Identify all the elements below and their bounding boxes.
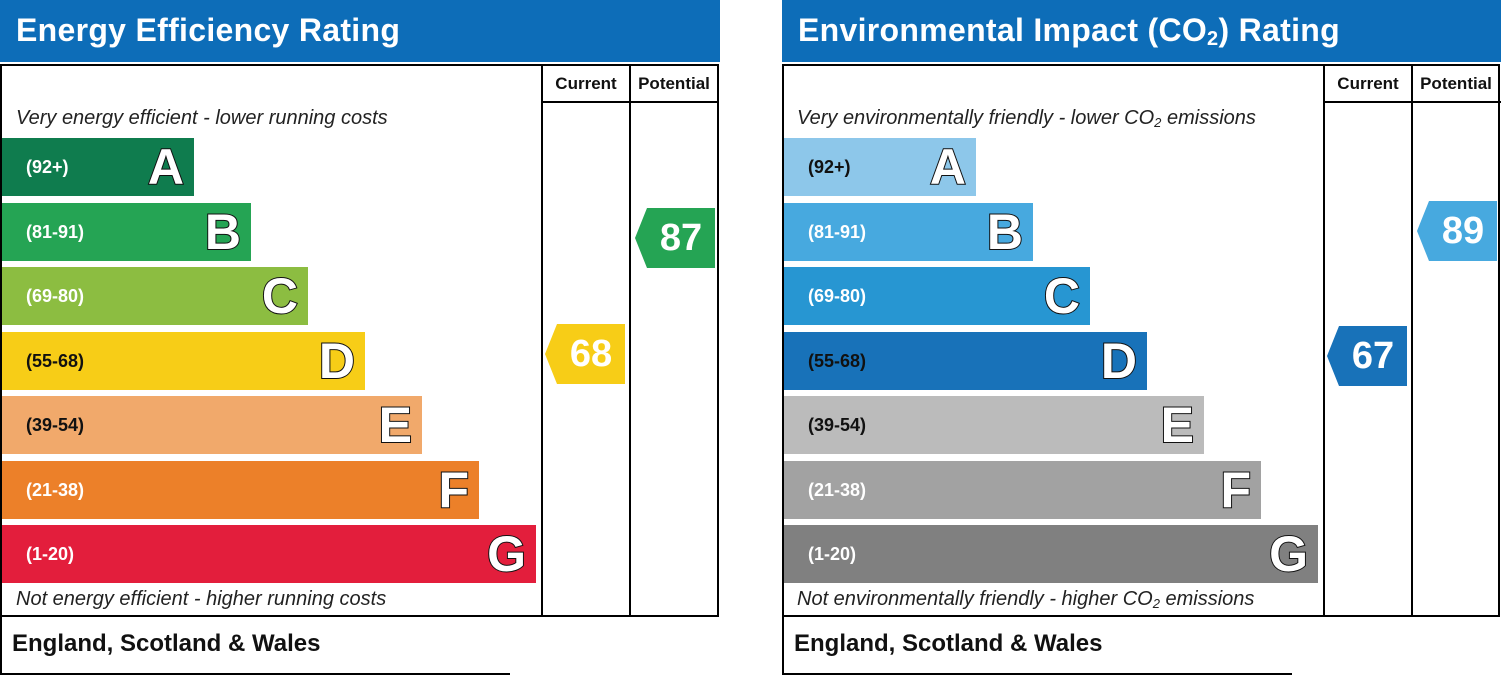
environmental-potential-header: Potential bbox=[1420, 74, 1492, 93]
environmental-impact-panel: Environmental Impact (CO2) Rating Curren… bbox=[782, 0, 1501, 675]
potential-arrow-fill bbox=[1417, 201, 1497, 261]
energy-potential-header: Potential bbox=[638, 74, 710, 93]
band-range-label: (55-68) bbox=[26, 350, 85, 371]
environmental-title: Environmental Impact (CO2) Rating bbox=[782, 0, 1501, 62]
environmental-top-note-text: Very environmentally friendly - lower CO bbox=[797, 107, 1155, 129]
band-range-label: (21-38) bbox=[26, 479, 85, 500]
potential-rating-value: 89 bbox=[1441, 210, 1485, 252]
band-letter: B bbox=[986, 203, 1024, 261]
environmental-header-divider bbox=[1323, 101, 1501, 103]
band-g: (1-20) G bbox=[2, 525, 536, 583]
band-range-label: (1-20) bbox=[26, 544, 75, 564]
energy-title-text: Energy Efficiency Rating bbox=[16, 12, 401, 48]
band-range-label: (81-91) bbox=[26, 221, 85, 242]
band-range-label: (92+) bbox=[26, 157, 69, 177]
potential-arrow-fill bbox=[635, 208, 715, 268]
band-letter: E bbox=[378, 396, 413, 454]
band-letter: A bbox=[147, 138, 185, 196]
band-a: (92+) A bbox=[784, 138, 976, 196]
band-a: (92+) A bbox=[2, 138, 194, 196]
current-rating-arrow: 67 bbox=[1327, 326, 1407, 386]
energy-top-note: Very energy efficient - lower running co… bbox=[16, 107, 388, 129]
environmental-title-text: Environmental Impact (CO bbox=[798, 12, 1208, 48]
current-rating-arrow: 68 bbox=[545, 324, 625, 384]
environmental-top-note-end: emissions bbox=[1161, 107, 1256, 129]
environmental-bottom-note-end: emissions bbox=[1159, 588, 1255, 610]
energy-col-divider-1 bbox=[541, 64, 543, 617]
potential-arrow-shape bbox=[635, 208, 715, 268]
band-b: (81-91) B bbox=[2, 202, 251, 261]
energy-frame bbox=[0, 64, 719, 617]
environmental-top-note-sub: 2 bbox=[1154, 115, 1162, 130]
band-letter: G bbox=[486, 525, 527, 583]
band-f: (21-38) F bbox=[2, 460, 479, 519]
environmental-bottom-note-text: Not environmentally friendly - higher CO bbox=[797, 588, 1153, 610]
environmental-title-sub: 2 bbox=[1207, 28, 1219, 50]
band-range-label: (39-54) bbox=[26, 415, 85, 435]
energy-bottom-note: Not energy efficient - higher running co… bbox=[16, 588, 387, 610]
band-letter: F bbox=[1219, 461, 1252, 519]
band-range-label: (21-38) bbox=[808, 479, 867, 500]
band-range-label: (55-68) bbox=[808, 350, 867, 371]
band-c: (69-80) C bbox=[2, 267, 308, 325]
band-e: (39-54) E bbox=[784, 396, 1204, 454]
band-range-label: (81-91) bbox=[808, 221, 867, 242]
potential-arrow-shape bbox=[1417, 201, 1497, 261]
current-rating-value: 67 bbox=[1351, 335, 1395, 377]
environmental-frame bbox=[782, 64, 1500, 617]
energy-efficiency-panel: Energy Efficiency Rating Current Potenti… bbox=[0, 0, 720, 675]
band-letter: D bbox=[1100, 332, 1138, 390]
environmental-bottom-note-sub: 2 bbox=[1152, 596, 1160, 611]
band-range-label: (39-54) bbox=[808, 415, 867, 435]
band-letter: F bbox=[437, 461, 470, 519]
environmental-title-end: ) Rating bbox=[1218, 12, 1340, 48]
energy-col-divider-2 bbox=[629, 64, 631, 617]
band-letter: C bbox=[1043, 267, 1081, 325]
current-arrow-shape bbox=[545, 324, 625, 384]
band-range-label: (92+) bbox=[808, 157, 851, 177]
band-range-label: (69-80) bbox=[808, 286, 867, 306]
band-e: (39-54) E bbox=[2, 396, 422, 454]
band-d: (55-68) D bbox=[784, 331, 1147, 390]
current-rating-value: 68 bbox=[569, 333, 613, 375]
band-letter: G bbox=[1268, 525, 1309, 583]
band-d: (55-68) D bbox=[2, 331, 365, 390]
band-letter: A bbox=[929, 138, 967, 196]
environmental-bottom-note: Not environmentally friendly - higher CO… bbox=[797, 588, 1254, 611]
band-f: (21-38) F bbox=[784, 460, 1261, 519]
environmental-col-divider-2 bbox=[1411, 64, 1413, 617]
band-range-label: (1-20) bbox=[808, 544, 857, 564]
band-b: (81-91) B bbox=[784, 202, 1033, 261]
energy-current-header: Current bbox=[555, 74, 617, 93]
band-range-label: (69-80) bbox=[26, 286, 85, 306]
band-c: (69-80) C bbox=[784, 267, 1090, 325]
band-letter: E bbox=[1160, 396, 1195, 454]
energy-header-divider bbox=[541, 101, 719, 103]
potential-rating-value: 87 bbox=[659, 217, 703, 259]
environmental-footer: England, Scotland & Wales bbox=[782, 617, 1292, 675]
band-letter: C bbox=[261, 267, 299, 325]
current-arrow-fill bbox=[1327, 326, 1407, 386]
environmental-current-header: Current bbox=[1337, 74, 1399, 93]
environmental-top-note: Very environmentally friendly - lower CO… bbox=[797, 107, 1256, 130]
current-arrow-fill bbox=[545, 324, 625, 384]
environmental-col-divider-1 bbox=[1323, 64, 1325, 617]
potential-rating-arrow: 89 bbox=[1417, 201, 1497, 261]
energy-footer: England, Scotland & Wales bbox=[0, 617, 510, 675]
band-letter: D bbox=[318, 332, 356, 390]
energy-title: Energy Efficiency Rating bbox=[0, 0, 720, 62]
band-letter: B bbox=[204, 203, 242, 261]
band-g: (1-20) G bbox=[784, 525, 1318, 583]
current-arrow-shape bbox=[1327, 326, 1407, 386]
potential-rating-arrow: 87 bbox=[635, 208, 715, 268]
